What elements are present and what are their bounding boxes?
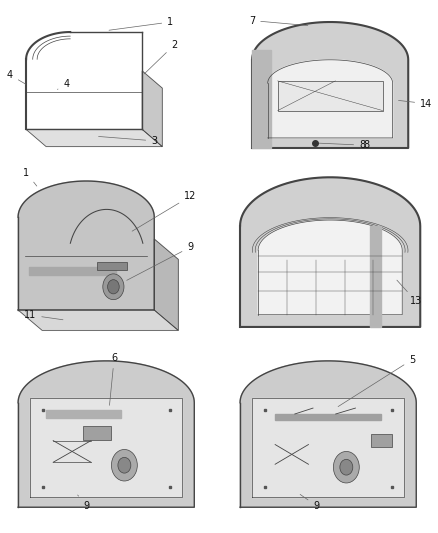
Text: 3: 3 xyxy=(99,136,157,146)
Text: 9: 9 xyxy=(78,495,89,511)
Text: 9: 9 xyxy=(300,495,319,511)
Polygon shape xyxy=(154,239,178,330)
Polygon shape xyxy=(142,71,162,147)
Circle shape xyxy=(340,459,353,475)
Polygon shape xyxy=(29,268,116,275)
Text: 12: 12 xyxy=(132,191,197,231)
Text: 6: 6 xyxy=(110,353,117,405)
Text: 4: 4 xyxy=(57,78,69,90)
Bar xyxy=(278,81,383,110)
Polygon shape xyxy=(252,398,404,497)
Text: 8: 8 xyxy=(317,140,365,150)
Text: 9: 9 xyxy=(127,242,193,280)
Text: 2: 2 xyxy=(144,40,177,74)
Polygon shape xyxy=(252,50,271,148)
Bar xyxy=(84,426,111,440)
Circle shape xyxy=(111,449,138,481)
Polygon shape xyxy=(240,361,416,507)
Polygon shape xyxy=(258,220,402,314)
Polygon shape xyxy=(240,177,420,327)
Text: 8: 8 xyxy=(363,140,369,150)
Text: 1: 1 xyxy=(23,167,37,186)
Polygon shape xyxy=(370,226,381,327)
Circle shape xyxy=(108,280,119,294)
Bar xyxy=(97,262,127,270)
Polygon shape xyxy=(18,181,154,310)
Text: 4: 4 xyxy=(7,70,26,84)
Text: 13: 13 xyxy=(397,280,422,306)
Polygon shape xyxy=(252,22,408,148)
Text: 1: 1 xyxy=(109,17,173,30)
Polygon shape xyxy=(46,410,121,418)
Bar xyxy=(371,434,392,448)
Text: 7: 7 xyxy=(249,15,308,26)
Text: 5: 5 xyxy=(338,354,415,407)
Circle shape xyxy=(103,274,124,300)
Polygon shape xyxy=(18,310,178,330)
Text: 14: 14 xyxy=(399,99,432,109)
Circle shape xyxy=(333,451,359,483)
Polygon shape xyxy=(26,130,162,147)
Polygon shape xyxy=(18,361,194,507)
Polygon shape xyxy=(30,398,182,497)
Polygon shape xyxy=(268,60,392,138)
Polygon shape xyxy=(275,414,381,420)
Text: 11: 11 xyxy=(24,310,63,320)
Circle shape xyxy=(118,457,131,473)
